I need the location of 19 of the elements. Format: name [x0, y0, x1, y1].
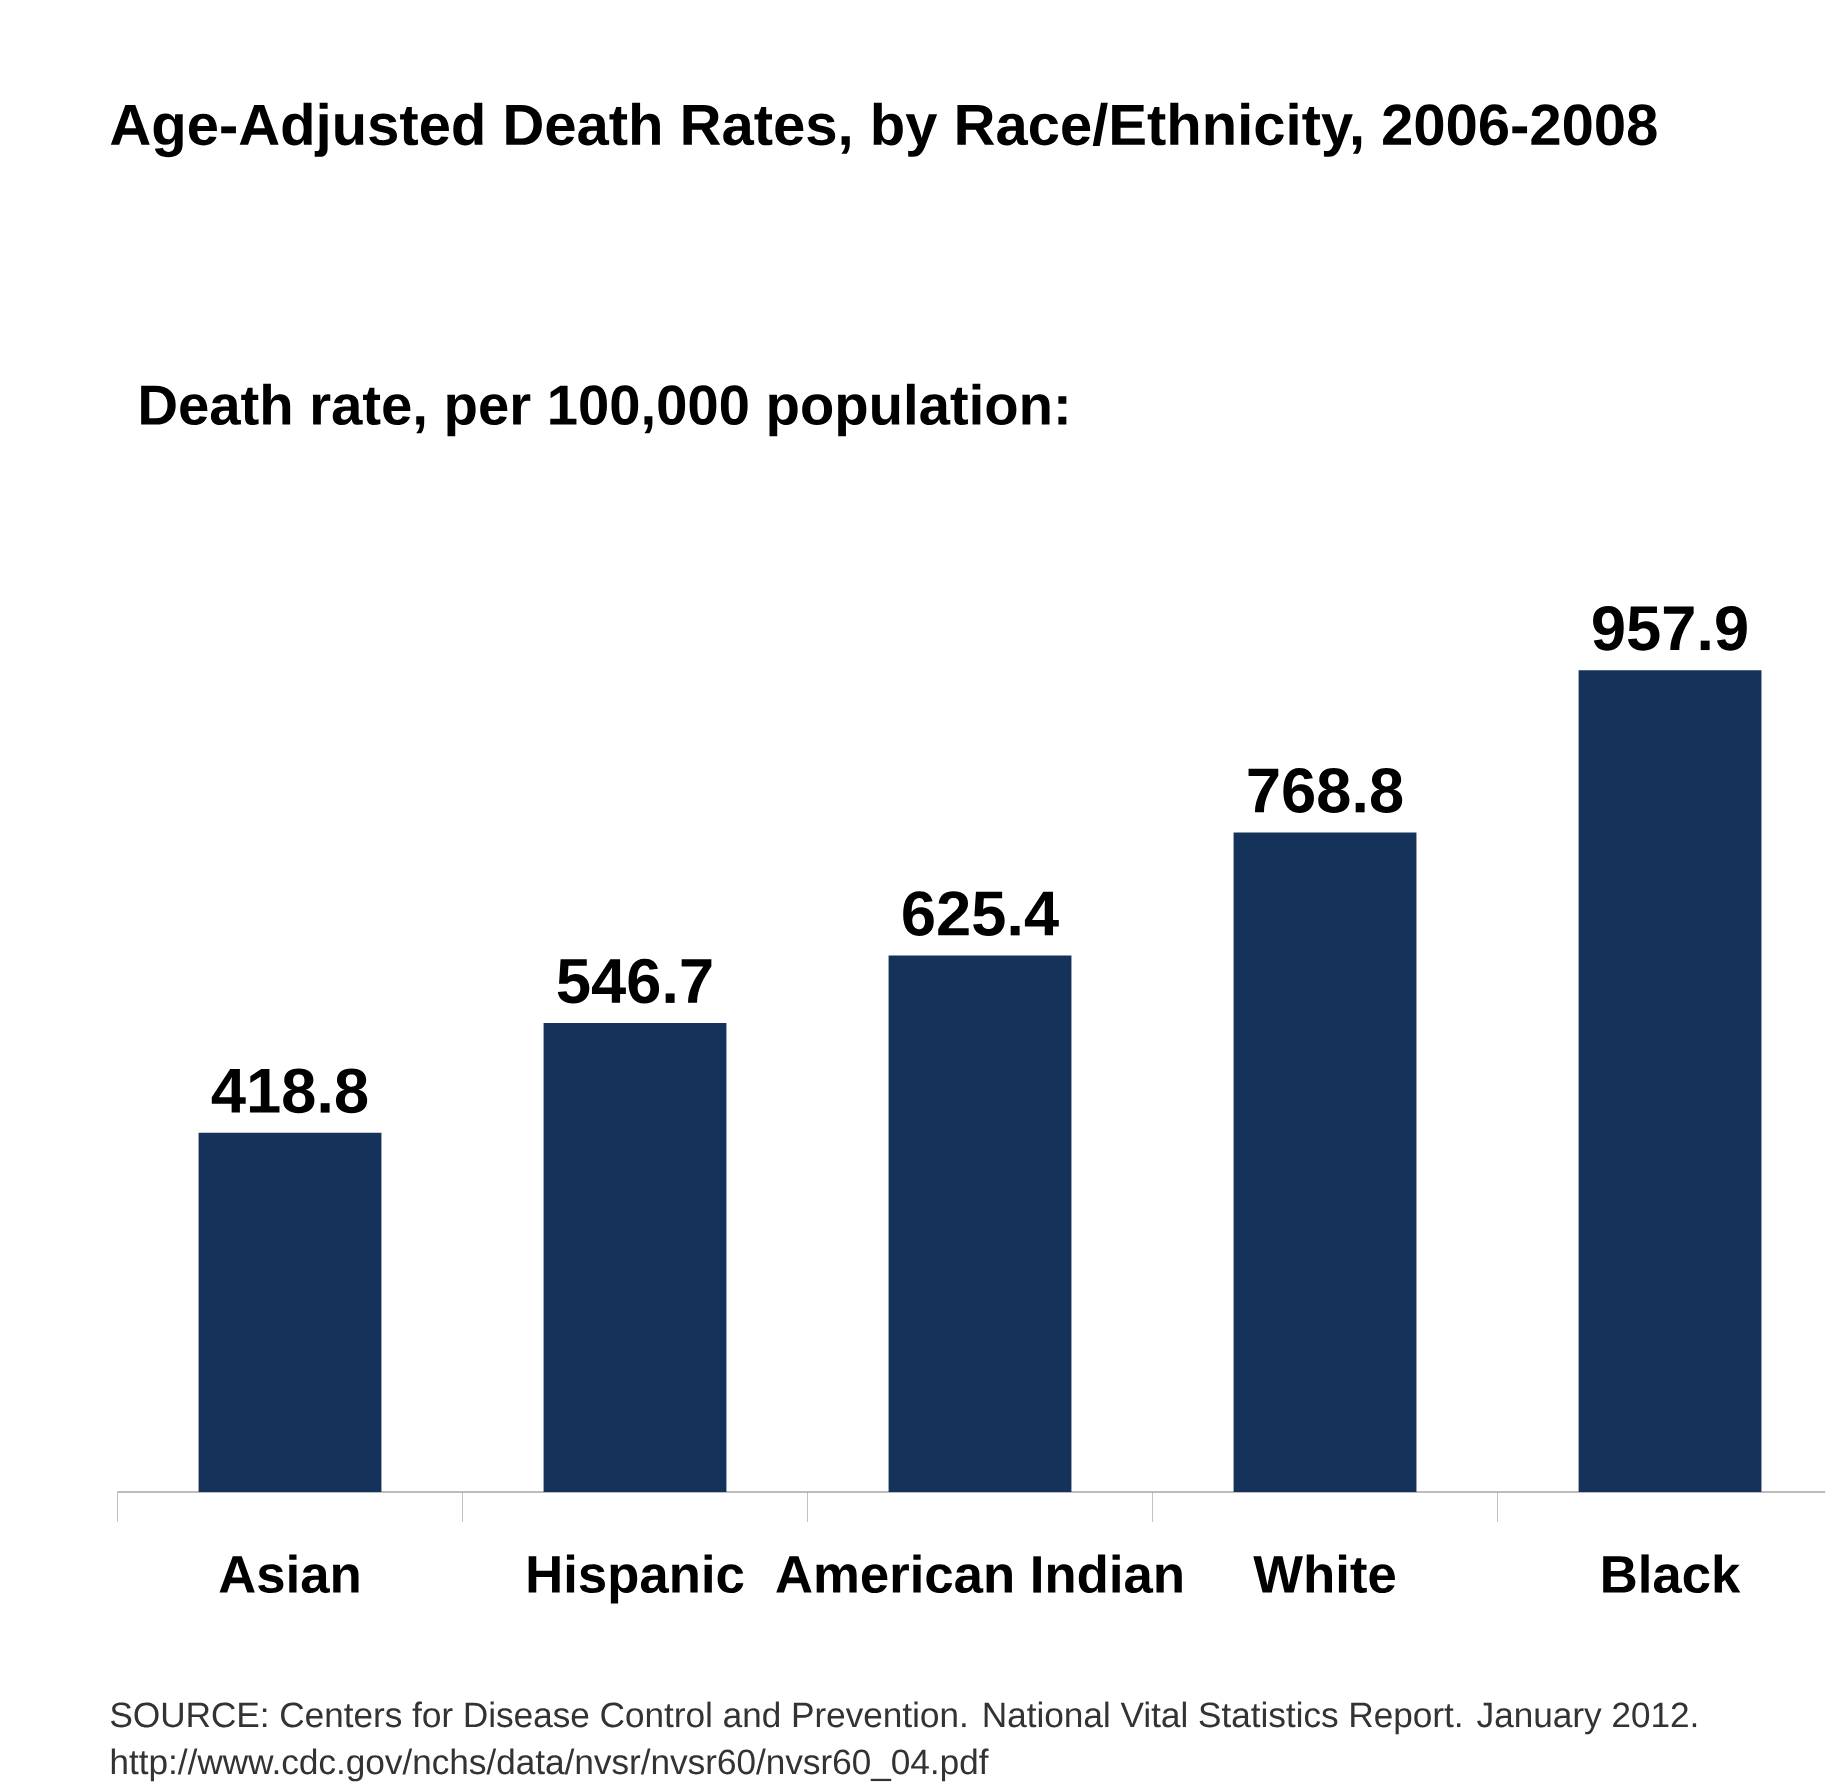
- source-note: SOURCE: Centers for Disease Control and Prevention. National Vital Statistics Report. January 2012.: [111, 1701, 1697, 1735]
- chart-title: Age-Adjusted Death Rates, by Race/Ethnicity, 2006-2008: [110, 102, 1657, 158]
- x-tick-label: White: [1253, 1554, 1395, 1594]
- text: http://www.cdc.gov/nchs/data/nvsr/nvsr60/nvsr60_04.pdf: [111, 1748, 989, 1782]
- data-label: 768.8: [1248, 768, 1403, 813]
- data-label: 957.9: [1593, 605, 1747, 651]
- x-tick-label: American Indian: [776, 1554, 1182, 1594]
- data-label: 546.7: [557, 958, 712, 1004]
- bar: [198, 1132, 382, 1492]
- x-tick-label: Asian: [219, 1554, 359, 1594]
- data-label: 625.4: [903, 891, 1059, 936]
- chart-subtitle: Death rate, per 100,000 population:: [141, 383, 1067, 437]
- x-tick-label: Hispanic: [528, 1554, 744, 1604]
- data-label: 418.8: [211, 1068, 368, 1114]
- bar: [543, 1022, 727, 1492]
- x-tick-label: Black: [1603, 1554, 1741, 1594]
- bar: [888, 955, 1072, 1492]
- bar: [1233, 832, 1417, 1492]
- bar: [1578, 670, 1762, 1492]
